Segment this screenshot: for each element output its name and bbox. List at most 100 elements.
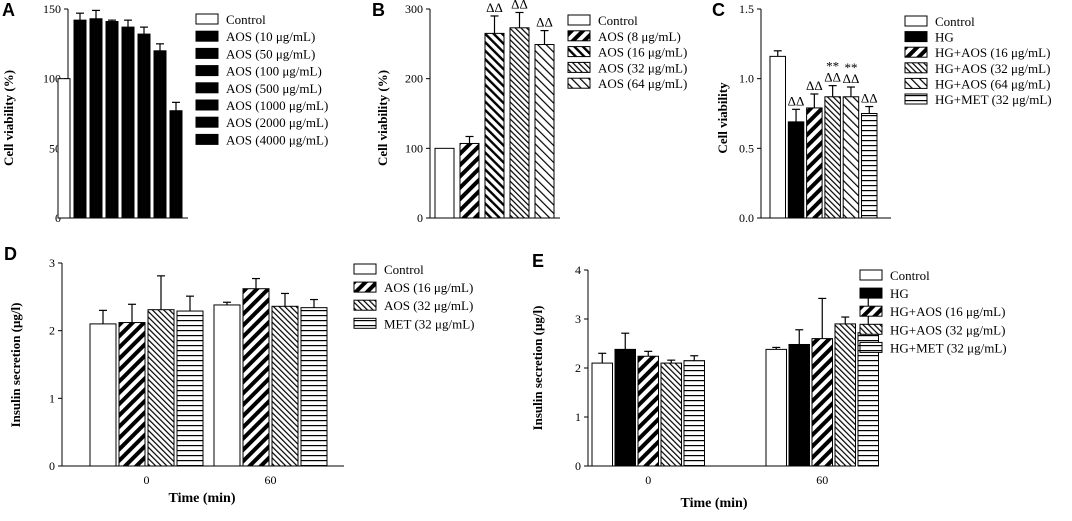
bar: [121, 26, 135, 219]
y-tick-label: 1.5: [739, 2, 754, 16]
legend-entry: MET (32 μg/mL): [384, 316, 475, 331]
significance-mark: ΔΔ: [511, 0, 528, 11]
legend-entry: AOS (16 μg/mL): [384, 280, 473, 295]
legend-swatch: [859, 323, 883, 335]
legend-entry: AOS (16 μg/mL): [598, 45, 687, 60]
legend-swatch: [195, 13, 219, 25]
significance-mark: ΔΔ: [861, 91, 878, 106]
legend-entry: HG+MET (32 μg/mL): [890, 340, 1007, 355]
bar: [73, 19, 87, 219]
bar: [153, 50, 167, 219]
y-tick-label: 0: [49, 459, 55, 473]
y-tick-label: 2: [575, 361, 581, 375]
significance-mark: ΔΔ: [824, 70, 841, 85]
y-axis-label: Cell viability (%): [375, 70, 390, 166]
legend-swatch: [904, 31, 928, 43]
y-tick-label: 100: [43, 72, 61, 86]
bar: [105, 21, 119, 219]
bar: [769, 55, 786, 219]
bar: [765, 348, 787, 467]
bar: [824, 96, 841, 219]
y-tick-label: 100: [405, 141, 423, 155]
legend-swatch: [195, 99, 219, 111]
legend-swatch: [904, 15, 928, 27]
bar: [118, 322, 146, 467]
legend-entry: HG+AOS (32 μg/mL): [890, 322, 1005, 337]
significance-mark: ΔΔ: [788, 93, 805, 108]
legend-swatch: [195, 133, 219, 145]
x-axis-label: Time (min): [168, 491, 235, 506]
legend-swatch: [904, 62, 928, 74]
legend-swatch: [195, 65, 219, 77]
y-axis-label: Insulin secretion (μg/l): [8, 303, 23, 428]
legend-entry: AOS (500 μg/mL): [226, 81, 322, 96]
bar: [811, 338, 833, 467]
legend-entry: AOS (50 μg/mL): [226, 46, 315, 61]
legend-swatch: [859, 305, 883, 317]
legend-entry: Control: [890, 268, 930, 283]
panel-label: D: [4, 244, 17, 264]
bar: [89, 18, 103, 219]
bar: [637, 355, 659, 467]
bar: [534, 44, 555, 219]
bar: [459, 142, 480, 219]
bar: [89, 323, 117, 467]
legend-entry: AOS (64 μg/mL): [598, 76, 687, 91]
legend-swatch: [859, 341, 883, 353]
bar: [484, 32, 505, 219]
bar: [57, 78, 71, 219]
y-tick-label: 200: [405, 72, 423, 86]
legend-swatch: [567, 61, 591, 73]
legend-entry: AOS (10 μg/mL): [226, 29, 315, 44]
legend-entry: Control: [384, 262, 424, 277]
legend-swatch: [353, 281, 377, 293]
legend-swatch: [904, 46, 928, 58]
bar: [300, 307, 328, 467]
legend-entry: HG: [890, 286, 909, 301]
y-tick-label: 0.0: [739, 211, 754, 225]
legend-swatch: [859, 287, 883, 299]
legend-swatch: [195, 116, 219, 128]
y-tick-label: 4: [575, 263, 581, 277]
legend-entry: AOS (32 μg/mL): [384, 298, 473, 313]
bar: [147, 309, 175, 467]
x-tick-label: 0: [144, 473, 150, 487]
x-tick-label: 60: [265, 473, 277, 487]
y-tick-label: 1: [575, 410, 581, 424]
y-tick-label: 0: [417, 211, 423, 225]
bar: [137, 33, 151, 219]
bar: [614, 348, 636, 467]
legend-entry: Control: [935, 14, 975, 29]
legend-swatch: [904, 77, 928, 89]
panel-label: A: [2, 0, 15, 20]
y-axis-label: Cell viability (%): [1, 70, 16, 166]
bar: [842, 96, 860, 219]
y-tick-label: 1: [49, 391, 55, 405]
y-tick-label: 1.0: [739, 72, 754, 86]
x-axis-label: Time (min): [680, 496, 747, 511]
legend-entry: AOS (100 μg/mL): [226, 64, 322, 79]
bar: [169, 110, 183, 219]
panel-b: B 0 100 200 300 Cell viability (%) ΔΔ ΔΔ ΔΔ Contr…: [372, 0, 687, 225]
x-tick-label: 0: [645, 473, 651, 487]
legend-entry: HG+AOS (16 μg/mL): [890, 304, 1005, 319]
y-tick-label: 3: [575, 312, 581, 326]
y-tick-label: 3: [49, 256, 55, 270]
x-tick-label: 60: [816, 473, 828, 487]
bar: [683, 360, 705, 467]
legend-swatch: [353, 299, 377, 311]
y-tick-label: 0: [575, 459, 581, 473]
legend-entry: AOS (4000 μg/mL): [226, 132, 328, 147]
legend-entry: HG+AOS (64 μg/mL): [935, 76, 1050, 91]
legend-entry: AOS (2000 μg/mL): [226, 115, 328, 130]
significance-mark: ΔΔ: [843, 71, 860, 86]
legend-swatch: [195, 47, 219, 59]
bar: [271, 305, 299, 467]
legend-swatch: [353, 317, 377, 329]
y-tick-label: 150: [43, 2, 61, 16]
bar: [660, 362, 682, 467]
significance-mark: ΔΔ: [536, 15, 553, 30]
